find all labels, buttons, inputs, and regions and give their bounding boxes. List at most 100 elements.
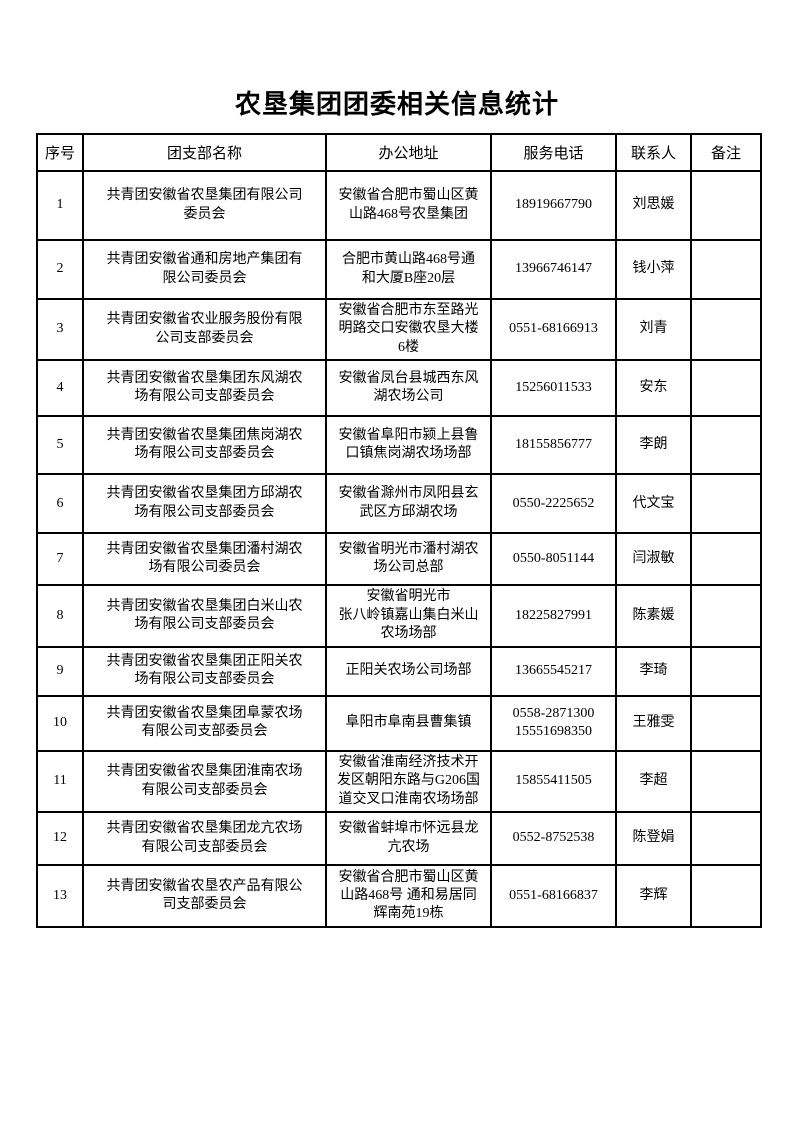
header-row: 序号 团支部名称 办公地址 服务电话 联系人 备注 (36, 133, 762, 172)
cell-phone: 0551-68166837 (490, 864, 617, 929)
cell-address: 安徽省明光市潘村湖农 场公司总部 (325, 532, 492, 587)
cell-phone: 13665545217 (490, 645, 617, 697)
table-row: 12 共青团安徽省农垦集团龙亢农场 有限公司支部委员会 安徽省蚌埠市怀远县龙 亢农场… (36, 811, 762, 867)
table-row: 3 共青团安徽省农业服务股份有限 公司支部委员会 安徽省合肥市东至路光 明路交口安徽… (36, 297, 762, 362)
cell-phone: 18155856777 (490, 415, 617, 476)
cell-address: 安徽省阜阳市颍上县鲁 口镇焦岗湖农场场部 (325, 415, 492, 476)
cell-contact: 李朗 (615, 415, 692, 476)
cell-no: 7 (36, 532, 84, 587)
cell-phone: 0550-2225652 (490, 473, 617, 535)
cell-note (690, 532, 762, 587)
table-row: 2 共青团安徽省通和房地产集团有 限公司委员会 合肥市黄山路468号通 和大厦B座2… (36, 239, 762, 300)
cell-no: 10 (36, 694, 84, 752)
cell-address: 合肥市黄山路468号通 和大厦B座20层 (325, 239, 492, 300)
cell-name: 共青团安徽省农垦集团东风湖农 场有限公司支部委员会 (82, 359, 327, 418)
table-row: 5 共青团安徽省农垦集团焦岗湖农 场有限公司支部委员会 安徽省阜阳市颍上县鲁 口镇焦… (36, 415, 762, 476)
cell-address: 安徽省合肥市蜀山区黄 山路468号 通和易居同 辉南苑19栋 (325, 864, 492, 929)
table-row: 6 共青团安徽省农垦集团方邱湖农 场有限公司支部委员会 安徽省滁州市凤阳县玄 武区方… (36, 473, 762, 535)
cell-name: 共青团安徽省农垦集团阜蒙农场 有限公司支部委员会 (82, 694, 327, 752)
cell-no: 4 (36, 359, 84, 418)
cell-note (690, 749, 762, 814)
cell-no: 8 (36, 584, 84, 648)
cell-phone: 18919667790 (490, 170, 617, 241)
cell-contact: 刘思媛 (615, 170, 692, 241)
cell-name: 共青团安徽省农垦集团焦岗湖农 场有限公司支部委员会 (82, 415, 327, 476)
table-row: 1 共青团安徽省农垦集团有限公司 委员会 安徽省合肥市蜀山区黄 山路468号农垦集团… (36, 170, 762, 241)
cell-note (690, 584, 762, 648)
table-row: 13 共青团安徽省农垦农产品有限公 司支部委员会 安徽省合肥市蜀山区黄 山路468号… (36, 864, 762, 929)
cell-note (690, 811, 762, 867)
cell-no: 9 (36, 645, 84, 697)
cell-contact: 陈素媛 (615, 584, 692, 648)
page-title: 农垦集团团委相关信息统计 (234, 89, 559, 119)
cell-address: 安徽省明光市 张八岭镇嘉山集白米山 农场场部 (325, 584, 492, 648)
table-row: 9 共青团安徽省农垦集团正阳关农 场有限公司支部委员会 正阳关农场公司场部 13665… (36, 645, 762, 697)
cell-phone: 0552-8752538 (490, 811, 617, 867)
cell-note (690, 864, 762, 929)
cell-name: 共青团安徽省农垦集团潘村湖农 场有限公司委员会 (82, 532, 327, 587)
cell-note (690, 239, 762, 300)
cell-note (690, 415, 762, 476)
cell-no: 1 (36, 170, 84, 241)
cell-address: 安徽省合肥市蜀山区黄 山路468号农垦集团 (325, 170, 492, 241)
cell-name: 共青团安徽省通和房地产集团有 限公司委员会 (82, 239, 327, 300)
cell-contact: 钱小萍 (615, 239, 692, 300)
cell-address: 安徽省滁州市凤阳县玄 武区方邱湖农场 (325, 473, 492, 535)
cell-no: 11 (36, 749, 84, 814)
cell-contact: 代文宝 (615, 473, 692, 535)
cell-no: 6 (36, 473, 84, 535)
cell-phone: 0550-8051144 (490, 532, 617, 587)
cell-name: 共青团安徽省农垦集团淮南农场 有限公司支部委员会 (82, 749, 327, 814)
cell-contact: 李超 (615, 749, 692, 814)
table-row: 10 共青团安徽省农垦集团阜蒙农场 有限公司支部委员会 阜阳市阜南县曹集镇 0558-… (36, 694, 762, 752)
cell-no: 3 (36, 297, 84, 362)
column-header-note: 备注 (690, 133, 762, 172)
cell-name: 共青团安徽省农垦农产品有限公 司支部委员会 (82, 864, 327, 929)
cell-name: 共青团安徽省农垦集团方邱湖农 场有限公司支部委员会 (82, 473, 327, 535)
column-header-name: 团支部名称 (82, 133, 327, 172)
cell-phone: 18225827991 (490, 584, 617, 648)
cell-contact: 刘青 (615, 297, 692, 362)
cell-note (690, 645, 762, 697)
cell-no: 2 (36, 239, 84, 300)
cell-name: 共青团安徽省农业服务股份有限 公司支部委员会 (82, 297, 327, 362)
cell-phone: 15855411505 (490, 749, 617, 814)
cell-address: 安徽省淮南经济技术开 发区朝阳东路与G206国 道交叉口淮南农场场部 (325, 749, 492, 814)
cell-no: 5 (36, 415, 84, 476)
cell-note (690, 170, 762, 241)
table-row: 4 共青团安徽省农垦集团东风湖农 场有限公司支部委员会 安徽省凤台县城西东风 湖农场… (36, 359, 762, 418)
cell-name: 共青团安徽省农垦集团有限公司 委员会 (82, 170, 327, 241)
column-header-no: 序号 (36, 133, 84, 172)
table-row: 8 共青团安徽省农垦集团白米山农 场有限公司支部委员会 安徽省明光市 张八岭镇嘉山集… (36, 584, 762, 648)
cell-note (690, 297, 762, 362)
cell-contact: 王雅雯 (615, 694, 692, 752)
cell-address: 安徽省蚌埠市怀远县龙 亢农场 (325, 811, 492, 867)
column-header-address: 办公地址 (325, 133, 492, 172)
cell-phone: 13966746147 (490, 239, 617, 300)
cell-note (690, 359, 762, 418)
cell-no: 13 (36, 864, 84, 929)
cell-address: 阜阳市阜南县曹集镇 (325, 694, 492, 752)
cell-name: 共青团安徽省农垦集团龙亢农场 有限公司支部委员会 (82, 811, 327, 867)
table-row: 7 共青团安徽省农垦集团潘村湖农 场有限公司委员会 安徽省明光市潘村湖农 场公司总部… (36, 532, 762, 587)
cell-phone: 15256011533 (490, 359, 617, 418)
cell-contact: 李琦 (615, 645, 692, 697)
info-table: 序号 团支部名称 办公地址 服务电话 联系人 备注 1 共青团安徽省农垦集团有限公司 委员会… (36, 133, 762, 929)
cell-address: 安徽省凤台县城西东风 湖农场公司 (325, 359, 492, 418)
cell-address: 正阳关农场公司场部 (325, 645, 492, 697)
cell-no: 12 (36, 811, 84, 867)
cell-contact: 安东 (615, 359, 692, 418)
cell-address: 安徽省合肥市东至路光 明路交口安徽农垦大楼 6楼 (325, 297, 492, 362)
table-body: 1 共青团安徽省农垦集团有限公司 委员会 安徽省合肥市蜀山区黄 山路468号农垦集团… (36, 170, 762, 929)
table-row: 11 共青团安徽省农垦集团淮南农场 有限公司支部委员会 安徽省淮南经济技术开 发区朝… (36, 749, 762, 814)
cell-phone: 0551-68166913 (490, 297, 617, 362)
cell-contact: 闫淑敏 (615, 532, 692, 587)
cell-phone: 0558-2871300 15551698350 (490, 694, 617, 752)
cell-note (690, 473, 762, 535)
column-header-contact: 联系人 (615, 133, 692, 172)
cell-contact: 陈登娟 (615, 811, 692, 867)
cell-note (690, 694, 762, 752)
cell-name: 共青团安徽省农垦集团正阳关农 场有限公司支部委员会 (82, 645, 327, 697)
cell-name: 共青团安徽省农垦集团白米山农 场有限公司支部委员会 (82, 584, 327, 648)
